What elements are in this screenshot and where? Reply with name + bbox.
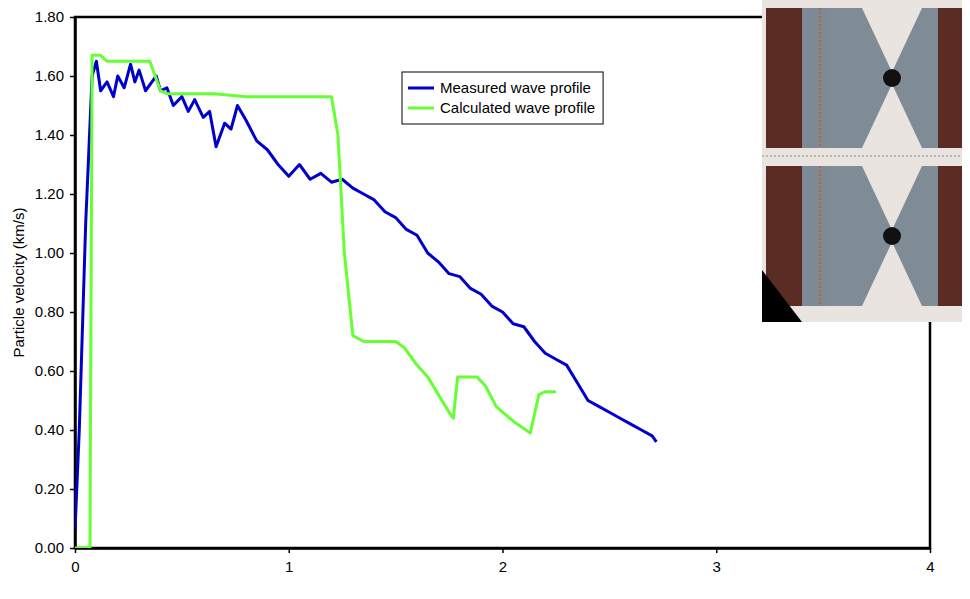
y-tick: 0.40: [35, 421, 75, 438]
legend-box: [402, 72, 603, 124]
y-tick: 0.00: [35, 539, 75, 556]
legend-label: Calculated wave profile: [440, 99, 595, 116]
y-tick: 1.00: [35, 244, 75, 261]
x-tick-label: 2: [499, 558, 507, 575]
photo-pad: [938, 166, 962, 306]
y-tick-label: 0.20: [35, 480, 64, 497]
legend-swatch: [408, 87, 434, 90]
photo-dot: [883, 69, 901, 87]
chart: 0 1 2 3 4 0.00 0.20 0.40 0.60 0.80 1.00 1.20 1.40 1.6…: [0, 0, 970, 599]
y-tick-label: 1.00: [35, 244, 64, 261]
x-tick-label: 3: [713, 558, 721, 575]
legend-swatch: [408, 107, 434, 110]
x-tick: 2: [499, 548, 507, 575]
x-tick-label: 0: [71, 558, 79, 575]
photo-pad: [802, 166, 828, 306]
legend: Measured wave profile Calculated wave pro…: [402, 72, 603, 124]
photo-background: [762, 0, 962, 322]
y-tick: 1.60: [35, 67, 75, 84]
y-tick-label: 0.60: [35, 362, 64, 379]
x-tick: 0: [71, 548, 79, 575]
y-tick-label: 1.20: [35, 185, 64, 202]
y-tick: 0.20: [35, 480, 75, 497]
y-tick-label: 0.80: [35, 303, 64, 320]
photo-bowtie: [828, 8, 938, 148]
y-tick-label: 1.80: [35, 8, 64, 25]
x-tick: 1: [285, 548, 293, 575]
y-axis: 0.00 0.20 0.40 0.60 0.80 1.00 1.20 1.40 1.60 1.80: [35, 8, 76, 556]
y-axis-title: Particle velocity (km/s): [10, 207, 27, 357]
photo-line: [762, 156, 962, 157]
legend-label: Measured wave profile: [440, 79, 591, 96]
y-tick: 1.40: [35, 126, 75, 143]
photo-corner: [762, 270, 802, 322]
y-tick: 0.60: [35, 362, 75, 379]
y-tick-label: 1.40: [35, 126, 64, 143]
y-tick: 1.20: [35, 185, 75, 202]
x-tick-label: 4: [926, 558, 934, 575]
photo-line: [819, 8, 821, 148]
y-tick: 1.80: [35, 8, 75, 25]
x-axis: 0 1 2 3 4: [71, 548, 934, 575]
plot-area: 0 1 2 3 4 0.00 0.20 0.40 0.60 0.80 1.00 1.20 1.40 1.6…: [35, 8, 935, 574]
x-tick: 3: [713, 548, 721, 575]
y-tick-label: 1.60: [35, 67, 64, 84]
photo-bowtie: [828, 166, 938, 306]
photo-pad: [802, 8, 828, 148]
y-tick-label: 0.40: [35, 421, 64, 438]
y-tick: 0.80: [35, 303, 75, 320]
photo-pad: [766, 166, 828, 306]
legend-item: Calculated wave profile: [408, 99, 595, 116]
series-line: [75, 61, 656, 530]
series-line: [75, 55, 556, 548]
photo-pad: [938, 8, 962, 148]
inset-photo: [762, 0, 962, 322]
legend-item: Measured wave profile: [408, 79, 591, 96]
photo-dot: [883, 227, 901, 245]
photo-pad: [766, 8, 828, 148]
x-tick: 4: [926, 548, 934, 575]
series-group: [75, 55, 656, 548]
y-tick-label: 0.00: [35, 539, 64, 556]
photo-line: [819, 166, 821, 306]
x-tick-label: 1: [285, 558, 293, 575]
